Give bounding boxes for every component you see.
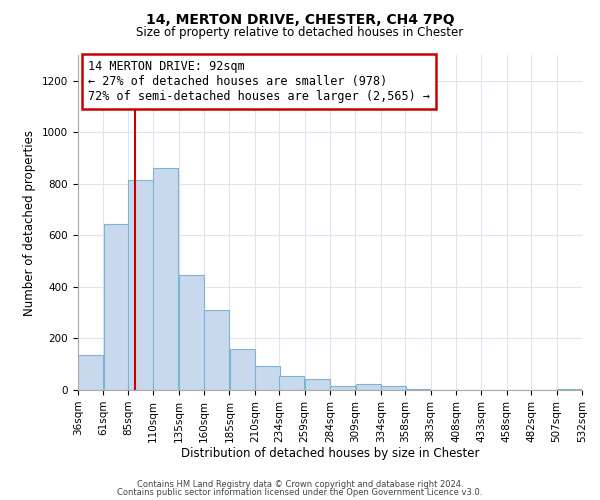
Text: Contains HM Land Registry data © Crown copyright and database right 2024.: Contains HM Land Registry data © Crown c…: [137, 480, 463, 489]
Bar: [356, 384, 380, 390]
Bar: [104, 224, 128, 390]
Bar: [154, 168, 178, 390]
Bar: [128, 180, 153, 390]
Text: Size of property relative to detached houses in Chester: Size of property relative to detached ho…: [136, 26, 464, 39]
Bar: [305, 379, 330, 390]
Text: Contains public sector information licensed under the Open Government Licence v3: Contains public sector information licen…: [118, 488, 482, 497]
Text: 14, MERTON DRIVE, CHESTER, CH4 7PQ: 14, MERTON DRIVE, CHESTER, CH4 7PQ: [146, 12, 454, 26]
Bar: [179, 276, 204, 390]
Bar: [381, 386, 406, 390]
Text: 14 MERTON DRIVE: 92sqm
← 27% of detached houses are smaller (978)
72% of semi-de: 14 MERTON DRIVE: 92sqm ← 27% of detached…: [88, 60, 430, 103]
Bar: [280, 376, 304, 390]
Bar: [230, 350, 254, 390]
Bar: [204, 310, 229, 390]
Bar: [406, 388, 430, 390]
Bar: [255, 366, 280, 390]
X-axis label: Distribution of detached houses by size in Chester: Distribution of detached houses by size …: [181, 448, 479, 460]
Bar: [330, 386, 355, 390]
Y-axis label: Number of detached properties: Number of detached properties: [23, 130, 37, 316]
Bar: [78, 355, 103, 390]
Bar: [557, 389, 582, 390]
